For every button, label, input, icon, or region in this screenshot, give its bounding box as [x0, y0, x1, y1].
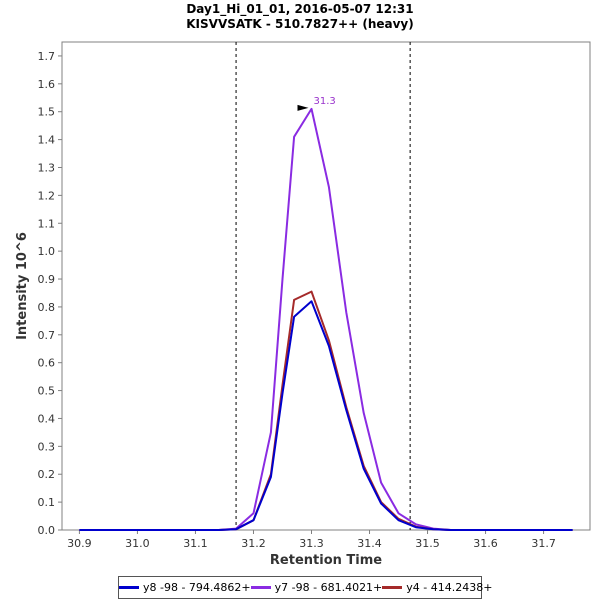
- y-tick-label: 0.6: [38, 357, 56, 370]
- y-tick-label: 1.6: [38, 78, 56, 91]
- y-tick-label: 1.3: [38, 161, 56, 174]
- y-tick-label: 1.2: [38, 189, 56, 202]
- y-tick-label: 0.1: [38, 496, 56, 509]
- y-tick-label: 1.5: [38, 106, 56, 119]
- x-axis-label: Retention Time: [270, 553, 382, 568]
- legend-swatch-y8: [119, 586, 139, 589]
- y-tick-label: 0.7: [38, 329, 56, 342]
- y-tick-label: 0.5: [38, 385, 56, 398]
- x-tick-label: 31.2: [241, 537, 266, 550]
- legend-label-y7: y7 -98 - 681.4021+: [274, 581, 383, 594]
- chart-title: Day1_Hi_01_01, 2016-05-07 12:31: [186, 2, 414, 16]
- peak-marker-arrow: [297, 104, 309, 111]
- legend: y8 -98 - 794.4862+ y7 -98 - 681.4021+ y4…: [118, 576, 492, 599]
- x-tick-label: 31.0: [125, 537, 150, 550]
- y-tick-label: 1.1: [38, 217, 56, 230]
- y-tick-label: 1.4: [38, 134, 56, 147]
- x-tick-label: 31.1: [183, 537, 208, 550]
- peak-label: 31.3: [313, 96, 335, 107]
- legend-item-y7: y7 -98 - 681.4021+: [250, 581, 383, 594]
- y-tick-label: 0.3: [38, 440, 56, 453]
- plot-frame: [61, 41, 591, 531]
- y-tick-label: 0.8: [38, 301, 56, 314]
- series-line-2: [79, 300, 573, 531]
- legend-item-y8: y8 -98 - 794.4862+: [119, 581, 251, 594]
- y-tick-label: 0.4: [38, 412, 56, 425]
- chart-area: 0.0 0.1 0.2 0.3 0.4 0.5 0.6 0.7 0.8 0.9 1.0 1.1 1.2 1…: [15, 41, 591, 568]
- legend-label-y4: y4 - 414.2438+: [406, 581, 493, 594]
- legend-swatch-y4: [382, 586, 403, 589]
- x-tick-label: 30.9: [67, 537, 92, 550]
- legend-label-y8: y8 -98 - 794.4862+: [143, 581, 251, 594]
- x-tick-label: 31.4: [357, 537, 382, 550]
- y-tick-label: 0.0: [38, 524, 56, 537]
- y-tick-label: 1.0: [38, 245, 56, 258]
- x-tick-label: 31.5: [415, 537, 440, 550]
- legend-swatch-y7: [250, 586, 271, 589]
- y-axis-label: Intensity 10^6: [15, 232, 30, 340]
- x-tick-label: 31.3: [299, 537, 324, 550]
- x-tick-label: 31.6: [473, 537, 498, 550]
- y-tick-label: 0.9: [38, 273, 56, 286]
- chart-subtitle: KISVVSATK - 510.7827++ (heavy): [186, 17, 414, 31]
- x-tick-label: 31.7: [531, 537, 556, 550]
- legend-item-y4: y4 - 414.2438+: [382, 581, 492, 594]
- y-tick-label: 0.2: [38, 468, 56, 481]
- y-tick-label: 1.7: [38, 50, 56, 63]
